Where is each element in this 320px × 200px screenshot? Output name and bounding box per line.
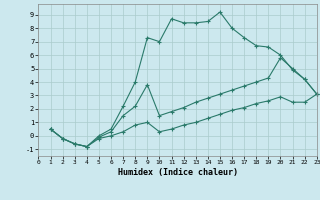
- X-axis label: Humidex (Indice chaleur): Humidex (Indice chaleur): [118, 168, 238, 177]
